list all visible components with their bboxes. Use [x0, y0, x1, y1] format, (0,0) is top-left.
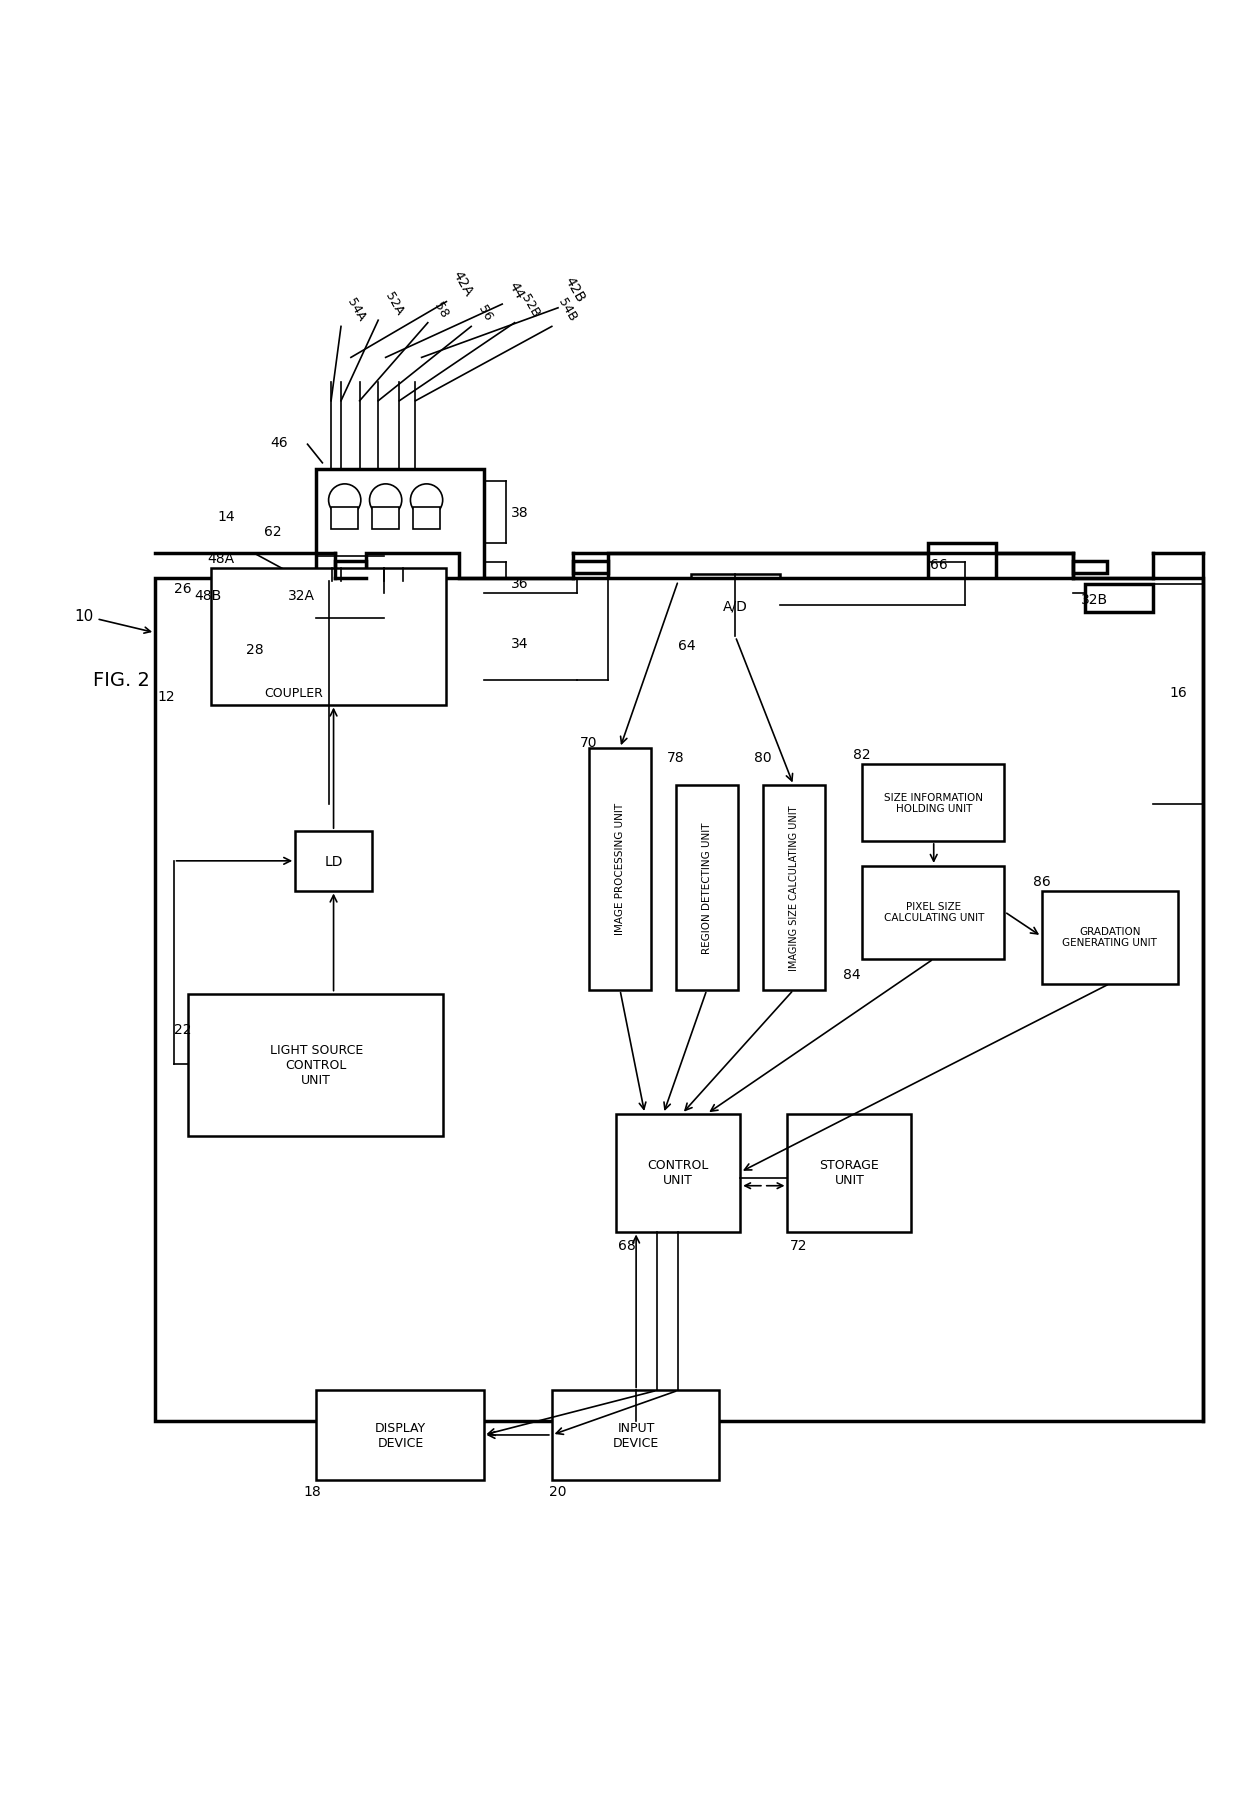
- Text: A/D: A/D: [723, 600, 748, 613]
- FancyBboxPatch shape: [787, 1115, 911, 1232]
- Text: IMAGING SIZE CALCULATING UNIT: IMAGING SIZE CALCULATING UNIT: [789, 804, 799, 970]
- FancyBboxPatch shape: [573, 562, 608, 575]
- Text: 16: 16: [1169, 687, 1187, 699]
- Text: FIG. 2: FIG. 2: [93, 670, 150, 690]
- FancyBboxPatch shape: [316, 470, 484, 804]
- FancyBboxPatch shape: [366, 555, 459, 582]
- Text: 64: 64: [678, 638, 696, 652]
- Text: 54B: 54B: [556, 296, 579, 323]
- Text: 48B: 48B: [195, 589, 222, 604]
- Text: LIGHT SOURCE
CONTROL
UNIT: LIGHT SOURCE CONTROL UNIT: [269, 1043, 363, 1086]
- Text: 22: 22: [174, 1023, 191, 1037]
- Text: DISPLAY
DEVICE: DISPLAY DEVICE: [374, 1420, 427, 1449]
- FancyBboxPatch shape: [862, 866, 1004, 960]
- Text: 48A: 48A: [207, 551, 234, 566]
- FancyBboxPatch shape: [335, 562, 366, 575]
- FancyBboxPatch shape: [155, 578, 1203, 1422]
- Text: 38: 38: [511, 506, 528, 520]
- Text: LD: LD: [325, 855, 342, 869]
- FancyBboxPatch shape: [676, 786, 738, 990]
- FancyBboxPatch shape: [608, 555, 1073, 582]
- Text: 52B: 52B: [518, 293, 542, 320]
- FancyBboxPatch shape: [331, 508, 358, 529]
- Text: INPUT
DEVICE: INPUT DEVICE: [613, 1420, 660, 1449]
- FancyBboxPatch shape: [552, 1391, 719, 1480]
- FancyBboxPatch shape: [295, 831, 372, 891]
- FancyBboxPatch shape: [1042, 891, 1178, 985]
- Text: 32B: 32B: [1081, 593, 1109, 607]
- FancyBboxPatch shape: [174, 595, 527, 1406]
- Text: 70: 70: [580, 735, 598, 750]
- FancyBboxPatch shape: [1085, 585, 1153, 613]
- Text: CONTROL
UNIT: CONTROL UNIT: [647, 1158, 709, 1187]
- Text: IMAGE PROCESSING UNIT: IMAGE PROCESSING UNIT: [615, 802, 625, 934]
- Text: 42A: 42A: [450, 269, 476, 298]
- Text: REGION DETECTING UNIT: REGION DETECTING UNIT: [702, 822, 712, 952]
- Text: 20: 20: [549, 1484, 567, 1498]
- FancyBboxPatch shape: [763, 786, 825, 990]
- FancyBboxPatch shape: [372, 508, 399, 529]
- FancyBboxPatch shape: [316, 1391, 484, 1480]
- Text: 72: 72: [790, 1238, 807, 1252]
- Text: 56: 56: [475, 304, 494, 323]
- Text: 18: 18: [304, 1484, 321, 1498]
- FancyBboxPatch shape: [928, 544, 996, 582]
- Text: 42B: 42B: [562, 275, 588, 305]
- Text: STORAGE
UNIT: STORAGE UNIT: [820, 1158, 879, 1187]
- Text: 52A: 52A: [382, 289, 405, 318]
- Text: PIXEL SIZE
CALCULATING UNIT: PIXEL SIZE CALCULATING UNIT: [884, 902, 983, 923]
- Text: 32A: 32A: [288, 589, 315, 604]
- Text: 26: 26: [174, 582, 191, 596]
- Text: 86: 86: [1033, 875, 1050, 889]
- FancyBboxPatch shape: [564, 595, 1184, 1406]
- Text: 84: 84: [843, 967, 861, 981]
- FancyBboxPatch shape: [862, 764, 1004, 842]
- FancyBboxPatch shape: [589, 748, 651, 990]
- Text: 10: 10: [74, 609, 150, 634]
- Text: 54A: 54A: [345, 296, 368, 323]
- FancyBboxPatch shape: [1073, 562, 1107, 575]
- Text: 28: 28: [246, 643, 263, 656]
- FancyBboxPatch shape: [691, 575, 780, 638]
- Text: 58: 58: [432, 300, 451, 320]
- Text: 44: 44: [506, 278, 527, 302]
- Text: 82: 82: [853, 748, 870, 763]
- Text: 46: 46: [270, 435, 288, 450]
- Text: 78: 78: [667, 750, 684, 764]
- Text: 12: 12: [157, 690, 175, 703]
- Text: GRADATION
GENERATING UNIT: GRADATION GENERATING UNIT: [1063, 927, 1157, 947]
- FancyBboxPatch shape: [211, 569, 446, 705]
- Text: 36: 36: [511, 576, 528, 591]
- FancyBboxPatch shape: [413, 508, 440, 529]
- Text: SIZE INFORMATION
HOLDING UNIT: SIZE INFORMATION HOLDING UNIT: [884, 791, 983, 813]
- Text: 80: 80: [754, 750, 771, 764]
- Text: 62: 62: [264, 524, 281, 538]
- Text: 68: 68: [618, 1238, 635, 1252]
- FancyBboxPatch shape: [616, 1115, 740, 1232]
- Text: 34: 34: [511, 636, 528, 651]
- Text: COUPLER: COUPLER: [264, 687, 324, 699]
- Text: 66: 66: [930, 558, 947, 573]
- FancyBboxPatch shape: [188, 994, 443, 1137]
- Text: 14: 14: [217, 510, 234, 524]
